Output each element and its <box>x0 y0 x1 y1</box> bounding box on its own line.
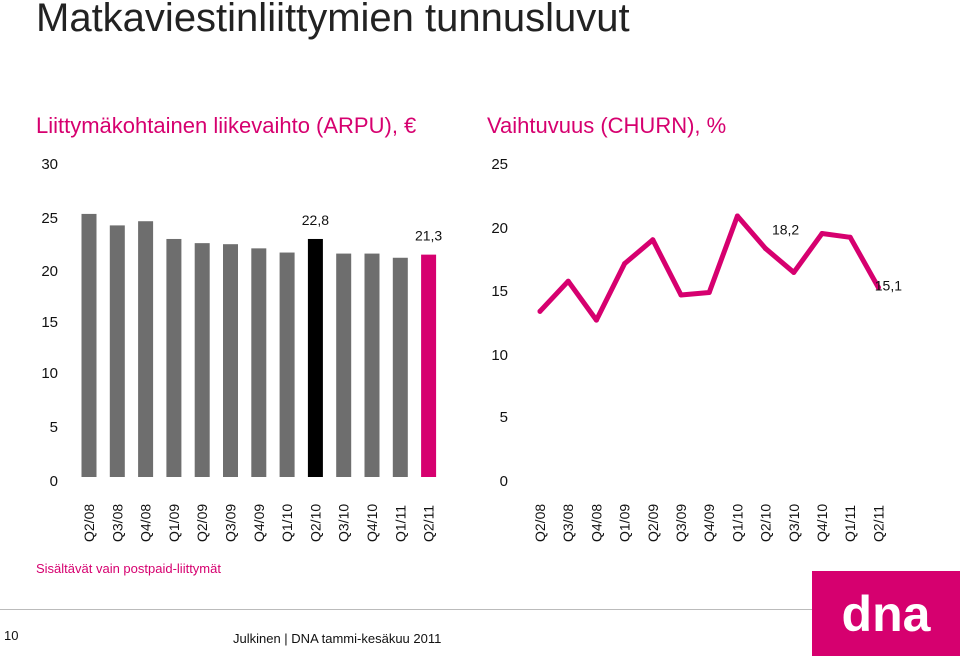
y-tick-label: 0 <box>500 473 508 490</box>
x-tick-label: Q3/10 <box>786 504 802 542</box>
churn-series-line <box>537 213 881 323</box>
x-tick-label: Q2/10 <box>307 504 323 542</box>
data-point <box>706 290 712 296</box>
data-point <box>565 278 571 284</box>
bar <box>81 213 97 478</box>
data-point <box>847 234 853 240</box>
data-point <box>650 237 656 243</box>
page-number: 10 <box>4 628 19 643</box>
bar <box>392 257 408 477</box>
bar <box>194 243 210 477</box>
footnote: Sisältävät vain postpaid-liittymät <box>36 561 221 576</box>
x-tick-label: Q1/09 <box>617 504 633 542</box>
data-point <box>819 231 825 237</box>
y-tick-label: 0 <box>50 473 58 490</box>
dna-logo-text: dna <box>842 586 932 642</box>
bar <box>166 238 182 477</box>
x-tick-label: Q4/08 <box>588 504 604 542</box>
y-tick-label: 15 <box>41 314 58 331</box>
bar <box>307 238 323 477</box>
x-tick-label: Q2/09 <box>194 504 210 542</box>
y-tick-label: 25 <box>41 210 58 227</box>
y-tick-label: 20 <box>41 263 58 280</box>
dna-logo: dna <box>812 571 960 656</box>
x-tick-label: Q1/11 <box>392 505 408 542</box>
data-point <box>593 317 599 323</box>
bar <box>109 225 125 477</box>
bar <box>251 248 267 477</box>
bar <box>336 253 352 477</box>
data-point <box>537 308 543 314</box>
y-tick-label: 25 <box>491 156 508 173</box>
x-tick-label: Q3/09 <box>673 504 689 542</box>
data-label: 15,1 <box>875 277 902 293</box>
x-tick-label: Q3/08 <box>560 504 576 542</box>
bar <box>364 253 380 477</box>
x-tick-label: Q4/10 <box>814 504 830 542</box>
data-label: 22,8 <box>302 212 329 228</box>
x-tick-label: Q4/10 <box>364 504 380 542</box>
dna-logo-background <box>812 571 960 656</box>
x-tick-label: Q4/09 <box>701 504 717 542</box>
data-point <box>734 213 740 219</box>
data-label: 18,2 <box>772 222 799 238</box>
x-tick-label: Q4/09 <box>251 504 267 542</box>
x-tick-label: Q1/09 <box>166 504 182 542</box>
data-label: 21,3 <box>415 228 442 244</box>
y-tick-label: 10 <box>491 347 508 364</box>
bar <box>223 244 238 477</box>
data-point <box>622 261 628 267</box>
y-tick-label: 10 <box>41 365 58 382</box>
x-tick-label: Q2/08 <box>532 504 548 542</box>
x-tick-label: Q2/10 <box>758 504 774 542</box>
y-tick-label: 20 <box>491 220 508 237</box>
x-tick-label: Q4/08 <box>138 504 154 542</box>
x-tick-label: Q2/11 <box>421 505 437 542</box>
bar <box>138 221 154 477</box>
data-point <box>875 284 881 290</box>
y-tick-label: 30 <box>41 156 58 173</box>
x-tick-label: Q1/10 <box>729 504 745 542</box>
bar <box>421 254 437 477</box>
footer-divider <box>0 609 960 610</box>
x-tick-label: Q1/10 <box>279 504 295 542</box>
x-tick-label: Q3/09 <box>223 504 239 542</box>
data-point <box>763 246 769 252</box>
x-tick-label: Q3/08 <box>109 504 125 542</box>
x-tick-label: Q2/09 <box>645 504 661 542</box>
churn-chart-title: Vaihtuvuus (CHURN), % <box>487 113 727 138</box>
y-tick-label: 5 <box>500 409 508 426</box>
x-tick-label: Q1/11 <box>842 505 858 542</box>
bar <box>279 252 295 477</box>
data-point <box>791 269 797 275</box>
x-tick-label: Q2/08 <box>81 504 97 542</box>
x-tick-label: Q3/10 <box>336 504 352 542</box>
y-tick-label: 5 <box>50 419 58 436</box>
slide-title: Matkaviestinliittymien tunnusluvut <box>36 0 630 40</box>
x-tick-label: Q2/11 <box>870 505 886 542</box>
y-tick-label: 15 <box>491 283 508 300</box>
arpu-chart-title: Liittymäkohtainen liikevaihto (ARPU), € <box>36 113 417 138</box>
footer-text: Julkinen | DNA tammi-kesäkuu 2011 <box>233 631 442 646</box>
data-point <box>678 292 684 298</box>
